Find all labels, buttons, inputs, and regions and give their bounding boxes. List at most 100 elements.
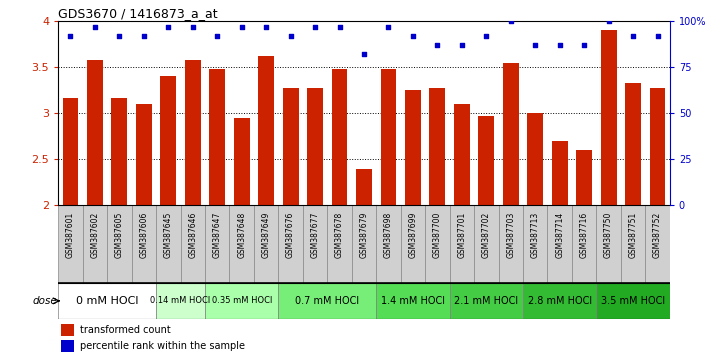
Point <box>358 52 370 57</box>
Bar <box>596 205 621 283</box>
Point <box>65 33 76 39</box>
Text: 2.1 mM HOCl: 2.1 mM HOCl <box>454 296 518 306</box>
Bar <box>625 83 641 205</box>
Bar <box>454 104 470 205</box>
Bar <box>576 150 592 205</box>
Bar <box>352 205 376 283</box>
Bar <box>328 205 352 283</box>
Bar <box>601 30 617 205</box>
Text: GSM387699: GSM387699 <box>408 212 417 258</box>
Bar <box>499 205 523 283</box>
Bar <box>156 283 205 319</box>
Point <box>162 24 174 30</box>
Text: GSM387752: GSM387752 <box>653 212 662 258</box>
Bar <box>209 69 225 205</box>
Bar <box>645 205 670 283</box>
Point <box>187 24 199 30</box>
Point <box>554 42 566 48</box>
Bar <box>282 87 298 205</box>
Point <box>138 33 150 39</box>
Bar <box>381 69 397 205</box>
Text: GSM387701: GSM387701 <box>457 212 467 258</box>
Bar <box>376 283 450 319</box>
Bar <box>503 63 519 205</box>
Text: 0.14 mM HOCl: 0.14 mM HOCl <box>151 296 210 306</box>
Text: GSM387645: GSM387645 <box>164 212 173 258</box>
Point <box>261 24 272 30</box>
Text: 3.5 mM HOCl: 3.5 mM HOCl <box>601 296 665 306</box>
Point <box>529 42 541 48</box>
Point <box>285 33 296 39</box>
Bar <box>136 104 152 205</box>
Point <box>407 33 419 39</box>
Bar <box>63 98 79 205</box>
Bar <box>185 60 201 205</box>
Text: GSM387716: GSM387716 <box>579 212 589 258</box>
Bar <box>552 141 568 205</box>
Text: dose: dose <box>32 296 57 306</box>
Point <box>456 42 467 48</box>
Text: GSM387713: GSM387713 <box>531 212 539 258</box>
Bar <box>649 87 665 205</box>
Text: 0.7 mM HOCl: 0.7 mM HOCl <box>296 296 360 306</box>
Bar <box>87 60 103 205</box>
Bar <box>430 87 446 205</box>
Point <box>236 24 248 30</box>
Point <box>628 33 639 39</box>
Point <box>578 42 590 48</box>
Bar <box>478 116 494 205</box>
Bar <box>61 340 74 352</box>
Bar <box>376 205 400 283</box>
Bar <box>278 283 376 319</box>
Bar <box>523 205 547 283</box>
Point <box>505 18 517 24</box>
Text: GSM387647: GSM387647 <box>213 212 222 258</box>
Text: GSM387750: GSM387750 <box>604 212 613 258</box>
Bar <box>425 205 450 283</box>
Bar <box>229 205 254 283</box>
Text: GSM387646: GSM387646 <box>189 212 197 258</box>
Bar <box>83 205 107 283</box>
Bar <box>450 283 523 319</box>
Bar <box>254 205 278 283</box>
Point <box>432 42 443 48</box>
Bar <box>307 88 323 205</box>
Text: GSM387698: GSM387698 <box>384 212 393 258</box>
Bar <box>107 205 132 283</box>
Text: 0.35 mM HOCl: 0.35 mM HOCl <box>212 296 272 306</box>
Point <box>333 24 345 30</box>
Bar <box>205 283 278 319</box>
Bar <box>523 283 596 319</box>
Text: GSM387700: GSM387700 <box>433 212 442 258</box>
Bar <box>450 205 474 283</box>
Point <box>383 24 395 30</box>
Text: GSM387605: GSM387605 <box>115 212 124 258</box>
Bar <box>405 90 421 205</box>
Point <box>603 18 614 24</box>
Bar <box>160 76 176 205</box>
Text: GSM387676: GSM387676 <box>286 212 295 258</box>
Bar <box>205 205 229 283</box>
Bar <box>61 324 74 336</box>
Point <box>652 33 663 39</box>
Text: GSM387679: GSM387679 <box>360 212 368 258</box>
Bar <box>547 205 572 283</box>
Bar <box>596 283 670 319</box>
Text: 2.8 mM HOCl: 2.8 mM HOCl <box>528 296 592 306</box>
Point <box>114 33 125 39</box>
Bar <box>474 205 499 283</box>
Text: 1.4 mM HOCl: 1.4 mM HOCl <box>381 296 445 306</box>
Point <box>89 24 100 30</box>
Text: GSM387601: GSM387601 <box>66 212 75 258</box>
Text: 0 mM HOCl: 0 mM HOCl <box>76 296 138 306</box>
Text: transformed count: transformed count <box>79 325 170 335</box>
Text: GSM387678: GSM387678 <box>335 212 344 258</box>
Bar <box>278 205 303 283</box>
Text: GSM387602: GSM387602 <box>90 212 100 258</box>
Text: GSM387702: GSM387702 <box>482 212 491 258</box>
Bar <box>58 205 83 283</box>
Bar <box>156 205 181 283</box>
Bar <box>356 169 372 205</box>
Text: GDS3670 / 1416873_a_at: GDS3670 / 1416873_a_at <box>58 7 218 20</box>
Text: GSM387649: GSM387649 <box>261 212 271 258</box>
